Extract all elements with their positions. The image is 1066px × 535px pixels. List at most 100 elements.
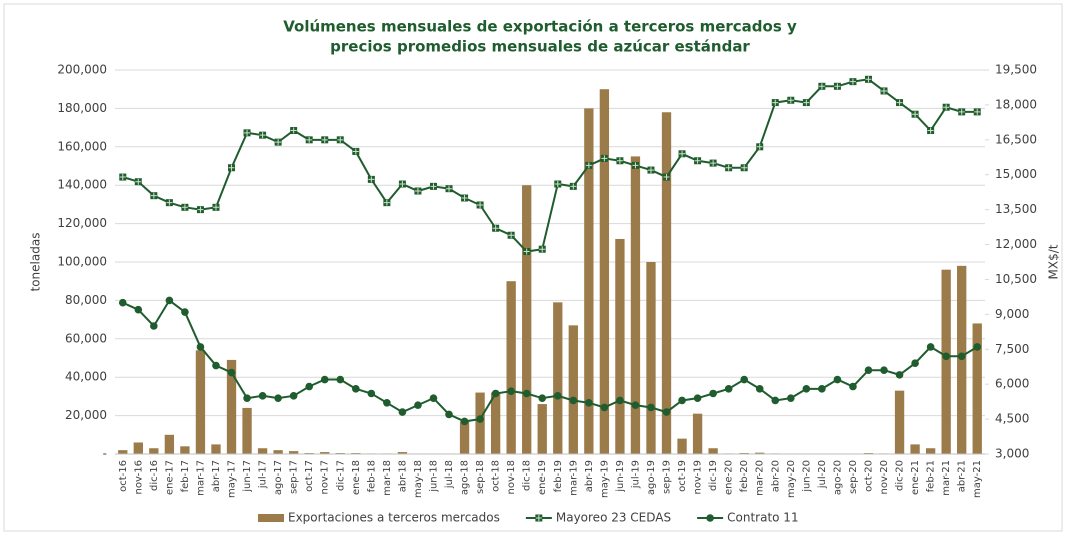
marker-cross — [275, 139, 282, 146]
y-tick-label: 20,000 — [65, 408, 107, 422]
x-tick-label: ene-21 — [910, 460, 921, 495]
x-tick-label: jul-19 — [630, 460, 641, 489]
y2-tick-label: 15,000 — [995, 167, 1037, 181]
x-tick-label: ene-19 — [537, 460, 548, 495]
bar — [164, 434, 175, 454]
bar — [118, 450, 128, 454]
marker-cross — [399, 181, 406, 188]
marker — [600, 403, 609, 412]
x-tick-label: nov-17 — [320, 460, 331, 494]
marker-cross — [290, 127, 297, 134]
marker — [445, 410, 453, 419]
x-tick-label: may-18 — [413, 460, 424, 498]
x-tick-label: ene-18 — [351, 460, 362, 495]
marker-cross — [725, 164, 732, 171]
marker — [429, 394, 438, 402]
marker — [957, 352, 966, 361]
legend-label: Contrato 11 — [727, 511, 798, 525]
marker-cross — [818, 83, 825, 90]
x-tick-label: feb-17 — [180, 460, 191, 492]
marker — [662, 408, 671, 416]
x-tick-label: sep-18 — [475, 460, 486, 494]
marker-cross — [383, 199, 390, 206]
marker — [320, 375, 329, 384]
marker-cross — [912, 111, 919, 118]
marker — [476, 415, 484, 423]
marker — [833, 375, 842, 384]
y2-tick-label: 6,000 — [995, 377, 1029, 391]
marker — [724, 385, 733, 393]
marker-cross — [710, 160, 717, 167]
marker — [383, 399, 391, 407]
marker — [352, 385, 360, 393]
bar — [630, 156, 641, 454]
marker — [616, 396, 624, 405]
marker-cross — [943, 104, 950, 111]
marker-cross — [741, 164, 748, 171]
y-tick-label: 60,000 — [65, 331, 107, 345]
marker — [258, 392, 267, 400]
marker-cross — [259, 132, 266, 139]
bar — [273, 450, 283, 454]
bar — [149, 448, 159, 454]
x-tick-label: sep-17 — [289, 460, 300, 494]
legend-label: Exportaciones a terceros mercados — [288, 511, 500, 525]
marker — [771, 396, 780, 405]
marker — [460, 417, 469, 426]
x-tick-label: nov-18 — [506, 460, 517, 494]
x-tick-label: oct-19 — [677, 460, 688, 492]
x-tick-label: abr-19 — [584, 460, 595, 492]
marker — [818, 385, 826, 393]
marker-cross — [803, 99, 810, 106]
y2-tick-label: 9,000 — [995, 307, 1029, 321]
x-tick-label: dic-17 — [335, 460, 346, 491]
y-tick-label: 80,000 — [65, 293, 107, 307]
bar — [677, 438, 687, 454]
y-tick-label: 180,000 — [57, 101, 107, 115]
x-tick-label: sep-20 — [848, 460, 859, 494]
marker — [569, 396, 578, 405]
x-tick-label: dic-19 — [708, 460, 719, 491]
marker — [522, 389, 531, 398]
y-tick-label: 160,000 — [57, 139, 107, 153]
marker — [491, 389, 500, 398]
bar — [506, 281, 516, 454]
bar — [522, 185, 532, 454]
x-tick-label: dic-16 — [149, 460, 160, 491]
marker — [367, 389, 376, 398]
marker — [398, 408, 407, 416]
marker-cross — [632, 162, 639, 169]
y-tick-label: 100,000 — [57, 255, 107, 269]
marker-cross — [352, 148, 359, 155]
marker — [196, 343, 205, 351]
marker — [538, 394, 547, 402]
x-tick-label: jul-20 — [817, 460, 828, 489]
marker — [911, 359, 919, 368]
bar — [599, 89, 610, 454]
marker — [227, 368, 236, 377]
bar — [941, 269, 951, 454]
marker-cross — [896, 99, 903, 106]
marker-cross — [321, 136, 328, 143]
marker-cross — [772, 99, 779, 106]
x-tick-label: dic-18 — [522, 460, 533, 491]
marker — [864, 366, 873, 375]
marker — [414, 401, 422, 409]
marker-cross — [927, 127, 934, 134]
bar — [646, 262, 656, 454]
y2-tick-label: 16,500 — [995, 132, 1037, 146]
marker-cross — [958, 108, 965, 115]
bar — [708, 448, 718, 454]
y-tick-label: 200,000 — [57, 63, 107, 77]
x-tick-label: abr-21 — [957, 460, 968, 492]
x-tick-label: oct-17 — [304, 460, 315, 492]
marker-cross — [616, 157, 623, 164]
x-tick-label: mar-19 — [568, 460, 579, 496]
marker — [740, 375, 748, 384]
y2-tick-label: 10,500 — [995, 272, 1037, 286]
marker — [880, 366, 888, 375]
marker — [134, 305, 143, 314]
bar — [490, 392, 501, 454]
marker-cross — [601, 155, 608, 162]
marker — [647, 403, 655, 412]
